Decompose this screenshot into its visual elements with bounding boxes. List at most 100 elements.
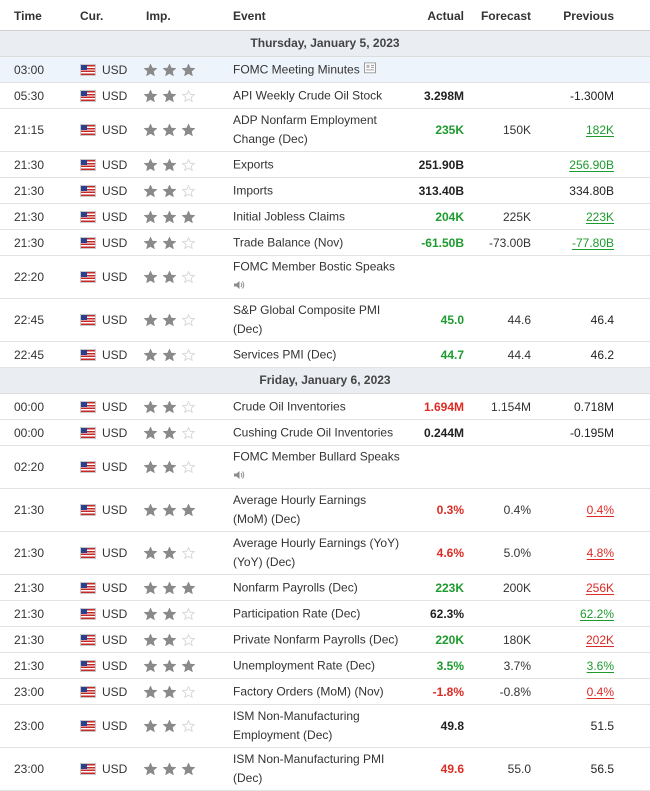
previous-value[interactable]: 256.90B [569, 157, 614, 172]
event-name[interactable]: Services PMI (Dec) [233, 345, 403, 364]
event-name[interactable]: Nonfarm Payrolls (Dec) [233, 578, 403, 597]
event-name[interactable]: Exports [233, 155, 403, 174]
star-filled-icon [144, 400, 157, 413]
previous-value[interactable]: 62.2% [579, 606, 614, 621]
event-name[interactable]: FOMC Member Bostic Speaks [233, 258, 403, 297]
event-name[interactable]: Participation Rate (Dec) [233, 604, 403, 623]
star-filled-icon [163, 314, 176, 326]
event-time: 21:30 [14, 658, 45, 673]
speaker-icon[interactable] [233, 278, 403, 297]
header-time[interactable]: Time [14, 9, 42, 23]
table-row[interactable]: 21:30 USD Trade Balance (Nov) -61.50B -73.00… [0, 230, 650, 256]
table-row[interactable]: 21:30 USD Nonfarm Payrolls (Dec) 223K 200K 25… [0, 575, 650, 601]
table-row[interactable]: 22:45 USD S&P Global Composite PMI (Dec) 45… [0, 299, 650, 342]
event-label[interactable]: Average Hourly Earnings (YoY) (YoY) (Dec… [233, 536, 400, 569]
header-importance[interactable]: Imp. [146, 9, 171, 23]
event-label[interactable]: Nonfarm Payrolls (Dec) [233, 580, 358, 594]
event-label[interactable]: API Weekly Crude Oil Stock [233, 88, 383, 102]
previous-value[interactable]: 0.4% [586, 503, 614, 517]
table-row[interactable]: 21:30 USD Unemployment Rate (Dec) 3.5% 3.7% 3… [0, 653, 650, 679]
speaker-icon[interactable] [233, 468, 403, 487]
table-row[interactable]: 21:30 USD Private Nonfarm Payrolls (Dec) 22… [0, 627, 650, 653]
event-label[interactable]: FOMC Member Bostic Speaks [233, 259, 396, 274]
header-actual[interactable]: Actual [427, 9, 464, 23]
table-row[interactable]: 21:30 USD Average Hourly Earnings (MoM) (D… [0, 489, 650, 532]
us-flag-icon [80, 461, 96, 473]
event-label[interactable]: ISM Non-Manufacturing Employment (Dec) [233, 709, 360, 742]
table-row[interactable]: 02:20 USD FOMC Member Bullard Speaks [0, 446, 650, 489]
event-label[interactable]: Private Nonfarm Payrolls (Dec) [233, 632, 399, 646]
event-label[interactable]: Crude Oil Inventories [233, 399, 346, 413]
event-label[interactable]: Unemployment Rate (Dec) [233, 658, 376, 672]
currency-code: USD [102, 123, 128, 137]
forecast-value: 225K [502, 209, 531, 224]
event-name[interactable]: S&P Global Composite PMI (Dec) [233, 301, 403, 339]
event-name[interactable]: ISM Non-Manufacturing PMI (Dec) [233, 750, 403, 788]
table-row[interactable]: 21:30 USD Imports 313.40B 334.80B [0, 178, 650, 204]
event-label[interactable]: FOMC Member Bullard Speaks [233, 449, 400, 464]
header-forecast[interactable]: Forecast [480, 9, 531, 23]
event-name[interactable]: Crude Oil Inventories [233, 397, 403, 416]
previous-value[interactable]: 182K [585, 123, 614, 137]
header-event[interactable]: Event [233, 9, 266, 23]
table-row[interactable]: 23:00 USD Factory Orders (MoM) (Nov) -1.8% -… [0, 679, 650, 705]
event-name[interactable]: ADP Nonfarm Employment Change (Dec) [233, 111, 403, 149]
table-row[interactable]: 21:30 USD Participation Rate (Dec) 62.3% 62.… [0, 601, 650, 627]
table-row[interactable]: 22:45 USD Services PMI (Dec) 44.7 44.4 46.2 [0, 342, 650, 368]
event-name[interactable]: Unemployment Rate (Dec) [233, 656, 403, 675]
table-row[interactable]: 23:00 USD ISM Non-Manufacturing Employment… [0, 705, 650, 748]
table-row[interactable]: 23:00 USD ISM Non-Manufacturing PMI (Dec) 4… [0, 748, 650, 791]
event-label[interactable]: Services PMI (Dec) [233, 347, 337, 361]
event-name[interactable]: FOMC Member Bullard Speaks [233, 448, 403, 487]
event-time: 21:30 [14, 209, 45, 224]
event-name[interactable]: Average Hourly Earnings (YoY) (YoY) (Dec… [233, 534, 403, 572]
table-row[interactable]: 00:00 USD Cushing Crude Oil Inventories 0.2… [0, 420, 650, 446]
event-label[interactable]: Cushing Crude Oil Inventories [233, 425, 394, 439]
event-label[interactable]: Average Hourly Earnings (MoM) (Dec) [233, 493, 367, 526]
event-label[interactable]: S&P Global Composite PMI (Dec) [233, 303, 381, 336]
event-label[interactable]: Participation Rate (Dec) [233, 606, 361, 620]
event-name[interactable]: Cushing Crude Oil Inventories [233, 423, 403, 442]
previous-value[interactable]: 4.8% [586, 546, 614, 560]
previous-value[interactable]: 256K [585, 580, 614, 595]
star-filled-icon [144, 63, 157, 76]
star-filled-icon [163, 504, 176, 516]
event-name[interactable]: Average Hourly Earnings (MoM) (Dec) [233, 491, 403, 529]
event-name[interactable]: ISM Non-Manufacturing Employment (Dec) [233, 707, 403, 745]
table-row[interactable]: 22:20 USD FOMC Member Bostic Speaks [0, 256, 650, 299]
event-label[interactable]: Imports [233, 183, 274, 197]
event-time: 21:30 [14, 546, 45, 560]
table-row[interactable]: 21:30 USD Initial Jobless Claims 204K 225K 22… [0, 204, 650, 230]
table-row[interactable]: 21:30 USD Average Hourly Earnings (YoY) (Y… [0, 532, 650, 575]
table-row[interactable]: 21:30 USD Exports 251.90B 256.90B [0, 152, 650, 178]
event-label[interactable]: ISM Non-Manufacturing PMI (Dec) [233, 752, 385, 785]
event-label[interactable]: Trade Balance (Nov) [233, 235, 344, 249]
previous-value[interactable]: 223K [585, 209, 614, 224]
header-currency[interactable]: Cur. [80, 9, 104, 23]
table-row[interactable]: 21:15 USD ADP Nonfarm Employment Change (D… [0, 109, 650, 152]
event-label[interactable]: Factory Orders (MoM) (Nov) [233, 684, 384, 698]
event-name[interactable]: Private Nonfarm Payrolls (Dec) [233, 630, 403, 649]
previous-value[interactable]: 202K [585, 632, 614, 647]
event-label[interactable]: ADP Nonfarm Employment Change (Dec) [233, 113, 377, 146]
event-label[interactable]: Exports [233, 157, 274, 171]
previous-value[interactable]: 3.6% [586, 658, 614, 673]
document-icon[interactable] [363, 60, 376, 79]
event-name[interactable]: Factory Orders (MoM) (Nov) [233, 682, 403, 701]
event-name[interactable]: Trade Balance (Nov) [233, 233, 403, 252]
event-name[interactable]: Initial Jobless Claims [233, 207, 403, 226]
header-previous[interactable]: Previous [563, 9, 614, 23]
event-name[interactable]: FOMC Meeting Minutes [233, 60, 403, 79]
table-row[interactable]: 05:30 USD API Weekly Crude Oil Stock 3.298M… [0, 83, 650, 109]
star-filled-icon [163, 461, 176, 473]
importance-stars [144, 633, 200, 646]
previous-value[interactable]: -77.80B [571, 235, 614, 250]
event-label[interactable]: Initial Jobless Claims [233, 209, 346, 223]
event-label[interactable]: FOMC Meeting Minutes [233, 61, 360, 76]
event-time: 21:15 [14, 123, 45, 137]
table-row[interactable]: 00:00 USD Crude Oil Inventories 1.694M 1.154… [0, 394, 650, 420]
table-row[interactable]: 03:00 USD FOMC Meeting Minutes [0, 57, 650, 83]
event-name[interactable]: Imports [233, 181, 403, 200]
event-name[interactable]: API Weekly Crude Oil Stock [233, 86, 403, 105]
previous-value[interactable]: 0.4% [586, 684, 614, 699]
